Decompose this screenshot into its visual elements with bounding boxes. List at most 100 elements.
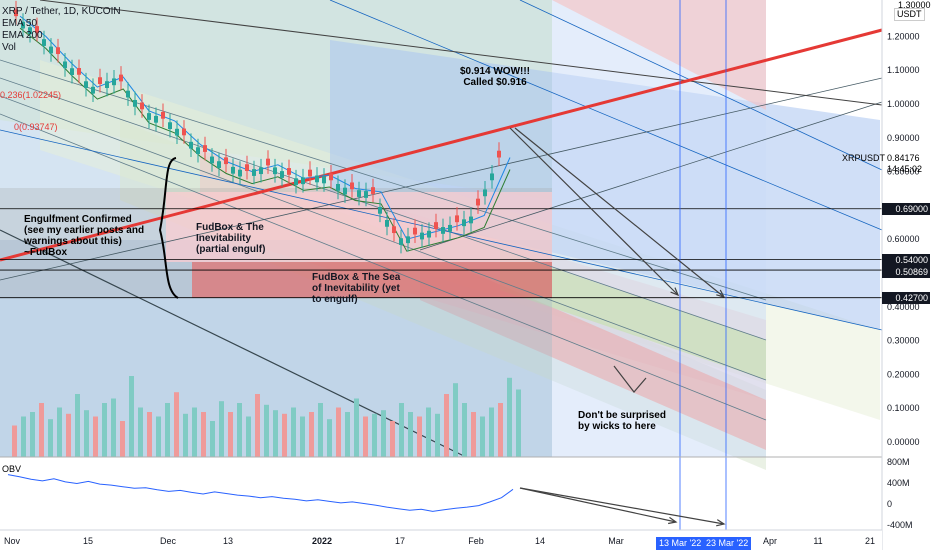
volume-bar [363,416,368,457]
candle-body [42,39,46,46]
volume-bar [246,416,251,457]
volume-bar [291,407,296,457]
ema200-line [19,27,511,252]
date-tag-13-mar: 13 Mar '22 [656,537,705,550]
wicks-annotation: Don't be surprised by wicks to here [578,410,666,432]
price-tick-label: 1.10000 [887,65,920,75]
time-axis-label: 13 [223,536,233,546]
candle-body [98,77,102,85]
obv-tick-label: 800M [887,457,910,467]
candle-body [126,90,130,98]
fan-line [0,113,767,421]
volume-bar [120,421,125,457]
obv-projection-arrow [668,516,678,525]
time-axis-label: 2022 [312,536,332,546]
candle-body [14,9,18,17]
time-axis-label: Nov [4,536,21,546]
candle-body [371,187,375,194]
volume-bar [273,410,278,457]
volume-bar [282,413,287,457]
price-tick-label: 0.10000 [887,403,920,413]
candle-body [35,26,39,33]
engulfment-annotation: Engulfment Confirmed (see my earlier pos… [24,214,145,258]
candle-body [105,81,109,88]
candle-body [434,222,438,229]
projection-arrow [514,127,725,298]
volume-bar [102,403,107,457]
volume-bar [156,416,161,457]
volume-bar [435,413,440,457]
level-tag: 0.54000 [882,254,930,266]
candle-body [455,215,459,223]
candle-body [329,173,333,181]
volume-bar [336,407,341,457]
volume-bar [489,407,494,457]
candle-body [273,167,277,175]
candle-body [245,164,249,172]
volume-bar [30,412,35,457]
candle-body [385,219,389,227]
candle-body [336,183,340,191]
candle-body [224,157,228,165]
time-axis-label: Dec [160,536,177,546]
candle-body [119,74,123,82]
candle-body [84,81,88,89]
time-axis-label: 15 [83,536,93,546]
price-tick-label: 1.00000 [887,99,920,109]
level-tag: 0.69000 [882,203,930,215]
fan-line [329,0,883,231]
volume-bar [174,392,179,457]
fib-label-0236: 0.236(1.02245) [0,90,62,100]
obv-label: OBV [2,464,22,474]
volume-bar [300,416,305,457]
candle-body [252,169,256,176]
time-axis-label: 14 [535,536,545,546]
volume-bar [372,413,377,457]
candle-body [413,227,417,235]
level-tag: 0.42700 [882,292,930,304]
fan-line [519,0,883,171]
volume-bar [444,394,449,457]
candle-body [63,61,67,69]
volume-bar [408,412,413,457]
volume-bar [165,403,170,457]
time-axis-label: 21 [865,536,875,546]
price-tick-label: 0.80000 [887,167,920,177]
volume-bar [147,412,152,457]
volume-bar [264,404,269,457]
engulf-brace [158,157,179,299]
volume-bar [381,410,386,457]
candle-body [189,141,193,149]
price-tick-label: 0.90000 [887,133,920,143]
volume-bar [84,410,89,457]
ema200-label: EMA 200 [2,30,43,41]
volume-bar [111,398,116,457]
candle-body [133,99,137,107]
candle-body [238,169,242,177]
fudbox-sea-annotation: FudBox & The Sea of Inevitability (yet t… [312,272,401,305]
candle-body [70,68,74,76]
volume-bar [255,394,260,457]
candle-body [56,47,60,55]
candle-body [210,156,214,164]
candle-body [399,238,403,245]
volume-bar [426,407,431,457]
fan-line [0,77,883,281]
candle-body [28,27,32,35]
candle-body [77,67,81,75]
volume-bar [399,403,404,457]
projection-arrow [509,127,679,296]
wick-arrow [613,365,647,393]
candle-body [147,113,151,120]
price-axis-top-label: 1.30000 [898,0,931,10]
price-tick-label: 0.30000 [887,336,920,346]
candle-body [217,161,221,168]
fudbox-sea-box [192,262,552,298]
candle-body [308,169,312,177]
projection-arrow [670,287,680,297]
candle-body [427,230,431,238]
volume-bar [192,407,197,457]
volume-bar [462,403,467,457]
currency-badge[interactable]: USDT [894,8,925,21]
